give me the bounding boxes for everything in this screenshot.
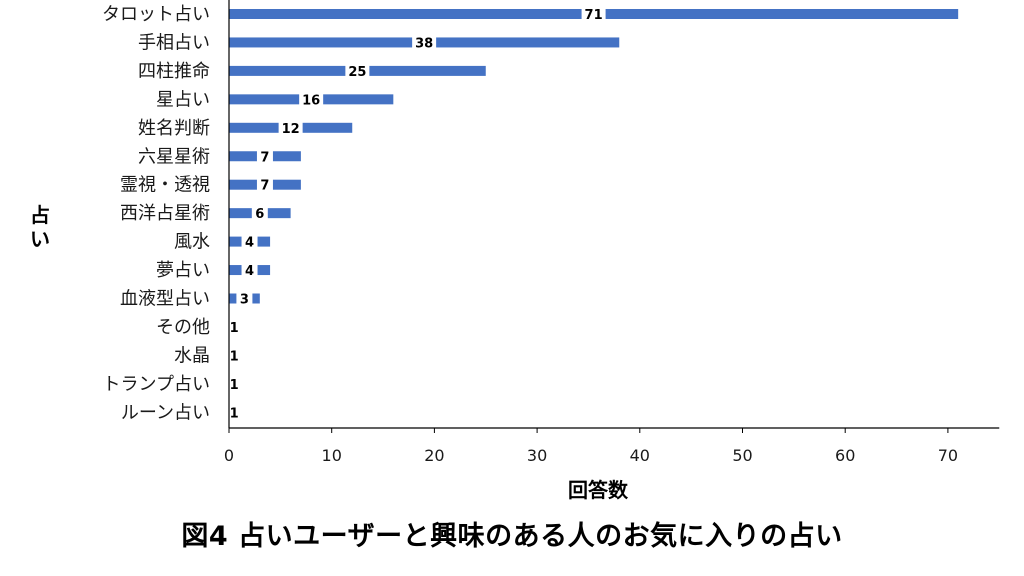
data-label-background (251, 205, 268, 222)
x-tick-label: 10 (322, 446, 342, 465)
x-axis-title: 回答数 (568, 478, 629, 502)
category-label: ルーン占い (121, 402, 210, 423)
x-tick-label: 40 (630, 446, 650, 465)
x-tick-labels: 0 10 20 30 40 50 60 70 (224, 428, 958, 465)
data-label-background (256, 176, 273, 193)
category-label: 霊視・透視 (120, 175, 210, 196)
category-label: 六星星術 (138, 146, 210, 167)
data-label: 71 (585, 8, 603, 23)
category-label: 手相占い (138, 32, 210, 53)
x-tick-label: 20 (424, 446, 444, 465)
data-label-background (581, 6, 606, 22)
data-label: 1 (230, 406, 239, 421)
category-label: 血液型占い (120, 289, 210, 310)
category-label: 夢占い (156, 260, 210, 281)
data-label-background (236, 290, 253, 307)
category-label: 水晶 (174, 345, 210, 366)
data-label: 16 (302, 93, 320, 108)
data-label: 7 (260, 179, 269, 194)
figure-caption: 図4 占いユーザーと興味のある人のお気に入りの占い (181, 521, 843, 552)
category-label: 西洋占星術 (120, 203, 210, 224)
x-tick-label: 0 (224, 446, 234, 465)
data-label-background (345, 62, 370, 79)
data-label-background (226, 375, 243, 392)
data-label: 38 (415, 36, 433, 51)
data-label: 12 (282, 122, 300, 137)
data-label-background (241, 233, 258, 250)
data-label: 1 (230, 349, 239, 364)
bars (229, 9, 959, 418)
category-label: タロット占い (102, 4, 210, 25)
data-label: 4 (245, 264, 254, 279)
category-label: 風水 (174, 232, 210, 253)
data-label-background (278, 119, 303, 136)
data-label-background (299, 91, 324, 108)
data-label-background (241, 262, 258, 279)
data-label-background (256, 148, 273, 165)
x-tick-label: 70 (938, 446, 958, 465)
category-labels: タロット占い手相占い四柱推命星占い姓名判断六星星術霊視・透視西洋占星術風水夢占い… (102, 4, 210, 423)
data-label: 3 (240, 293, 249, 308)
data-label-background (226, 318, 243, 335)
data-label: 4 (245, 236, 254, 251)
x-tick-label: 30 (527, 446, 547, 465)
category-label: 姓名判断 (138, 118, 210, 139)
data-label-background (412, 34, 437, 51)
data-label: 1 (230, 378, 239, 393)
category-label: その他 (156, 317, 210, 338)
category-label: 星占い (156, 89, 210, 110)
y-axis-title: 占い (30, 203, 50, 251)
x-tick-label: 50 (732, 446, 752, 465)
data-label-background (226, 347, 243, 364)
data-label: 6 (255, 207, 264, 222)
category-label: トランプ占い (103, 374, 210, 395)
data-label: 25 (348, 65, 366, 80)
data-label: 1 (230, 321, 239, 336)
data-label-background (226, 404, 243, 421)
category-label: 四柱推命 (138, 61, 210, 82)
x-tick-label: 60 (835, 446, 855, 465)
data-label: 7 (260, 150, 269, 165)
